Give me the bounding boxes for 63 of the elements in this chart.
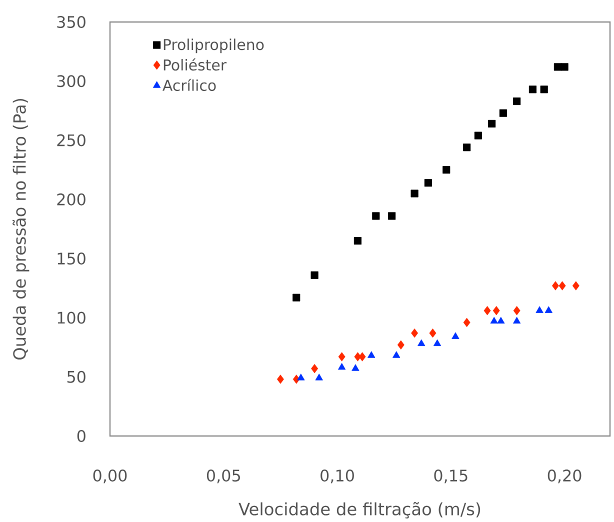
point [410,190,418,198]
point [558,281,566,290]
point [513,97,521,106]
point [528,86,537,94]
point [513,306,520,316]
y-tick-label: 200 [57,193,86,206]
point [352,364,360,371]
point [536,306,544,313]
point [338,352,346,362]
y-tick-label: 300 [57,75,86,88]
point [392,351,400,358]
x-tick-label: 0,10 [320,470,354,484]
y-tick-label: 250 [57,134,86,146]
point [388,212,396,220]
legend-label: Prolipropileno [164,38,264,54]
point [433,339,442,346]
legend-label: Poliéster [164,58,227,71]
point [354,237,362,245]
point [424,179,432,187]
point [554,63,562,71]
point [297,374,305,380]
y-tick-label: 100 [58,312,86,324]
y-axis-title: Queda de pressão no filtro (Pa) [12,98,30,360]
point [358,352,366,362]
point [429,328,436,338]
y-tick-label: 150 [58,252,86,265]
point [474,132,482,140]
point [418,339,426,346]
point [310,271,318,279]
y-tick-label: 350 [57,16,86,28]
point [544,306,552,313]
point [311,364,318,374]
point [572,281,580,290]
point [292,294,300,302]
x-tick-label: 0,05 [206,470,240,484]
point [463,144,471,152]
legend-label: Acrílico [162,78,216,92]
point [442,166,450,174]
point [560,63,568,71]
point [397,340,404,350]
point [499,109,507,117]
point [484,306,491,316]
point [463,318,470,328]
point [372,212,380,220]
point [411,328,418,338]
point [338,363,346,370]
x-axis-title: Velocidade de filtração (m/s) [238,502,480,518]
x-tick-label: 0,00 [93,470,127,484]
point [315,374,323,380]
point [368,351,376,358]
point [492,306,500,316]
x-tick-label: 0,20 [548,470,582,484]
y-tick-label: 50 [67,370,86,383]
point [488,120,496,128]
x-tick-label: 0,15 [434,470,468,484]
point [452,332,460,339]
y-tick-label: 0 [77,430,86,442]
point [490,316,498,324]
point [497,316,505,324]
point [276,374,284,384]
point [540,86,548,94]
point [513,316,521,324]
point [552,281,559,290]
